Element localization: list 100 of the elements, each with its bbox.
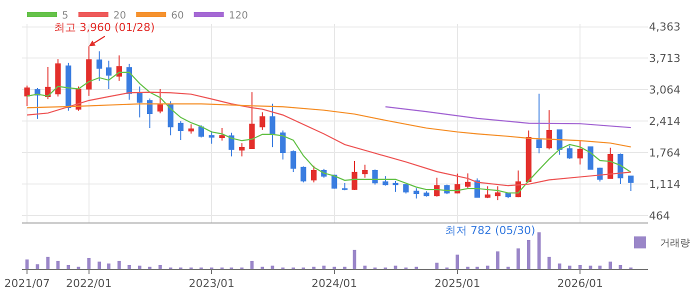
candlestick (342, 182, 348, 191)
y-tick-label: 1,764 (649, 146, 680, 160)
candlestick (484, 186, 490, 199)
candlestick (146, 98, 153, 129)
candlestick (178, 120, 184, 140)
bar (158, 264, 162, 269)
bar (322, 266, 326, 269)
candlestick (628, 176, 634, 192)
candlestick (372, 169, 378, 186)
candlestick (362, 164, 368, 178)
candlestick (464, 172, 471, 190)
candlestick (290, 150, 296, 173)
bar (117, 260, 121, 269)
x-tick-label: 2024/01 (311, 277, 358, 289)
candlestick (126, 63, 132, 100)
candlestick (424, 190, 430, 198)
bar (363, 266, 367, 269)
legend-label: 20 (113, 10, 126, 22)
candlestick (300, 166, 306, 183)
candlestick (260, 112, 266, 130)
bar (128, 264, 131, 269)
candlestick (96, 50, 102, 82)
candlestick (392, 180, 398, 192)
x-tick-label: 2021/07 (4, 277, 50, 289)
candlestick (588, 146, 594, 170)
line-series (26, 103, 632, 148)
candlestick (270, 103, 276, 148)
candlestick (55, 58, 61, 98)
candlestick (219, 128, 225, 142)
legend-label: 거래량 (660, 238, 690, 250)
x-tick-label: 2026/01 (557, 277, 603, 289)
candlestick (249, 92, 255, 149)
candlestick (106, 60, 112, 90)
candlestick (136, 86, 142, 118)
candlestick (414, 188, 420, 199)
y-tick-label: 4,363 (649, 20, 680, 34)
candlestick (24, 85, 30, 106)
bar (456, 254, 460, 269)
y-tick-label: 3,713 (649, 52, 680, 66)
candlestick (66, 62, 72, 112)
annotation: 최저 782 (05/30) (445, 224, 536, 237)
bar (66, 264, 70, 269)
legend-label: 120 (228, 10, 248, 22)
bar (537, 232, 541, 269)
bar (435, 262, 439, 269)
line-series (384, 106, 632, 128)
bar (568, 266, 572, 269)
candlestick (280, 130, 286, 160)
candlestick (608, 147, 614, 179)
candlestick (403, 184, 409, 194)
candlestick (434, 177, 440, 198)
bar (87, 258, 91, 269)
candlestick (168, 100, 174, 136)
candlestick (116, 54, 122, 82)
bar (547, 256, 551, 269)
bar (36, 264, 40, 269)
bar (578, 264, 582, 269)
bar (608, 262, 612, 269)
candlestick (239, 142, 245, 157)
bar (270, 266, 274, 269)
bar (486, 266, 490, 269)
y-tick-label: 3,064 (649, 83, 680, 96)
line-series (26, 72, 632, 194)
candlestick (536, 93, 542, 154)
legend-label: 60 (171, 10, 184, 22)
candlestick (311, 165, 317, 183)
bar (98, 262, 102, 269)
bar (526, 240, 530, 269)
candlestick (228, 132, 234, 157)
line-series (26, 92, 632, 186)
bar (598, 266, 602, 269)
legend-label: 5 (62, 10, 68, 22)
candlestick (45, 66, 51, 100)
candlestick (157, 88, 163, 114)
candlestick (566, 145, 572, 160)
bar (107, 263, 110, 269)
candlestick (188, 124, 194, 134)
bar (496, 251, 500, 269)
bar (46, 256, 50, 269)
x-tick-label: 2023/01 (188, 277, 234, 289)
candlestick (494, 186, 501, 201)
x-tick-label: 2022/01 (66, 277, 112, 289)
y-tick-label: 2,414 (649, 114, 680, 128)
bar (138, 266, 142, 269)
annotation: 최고 3,960 (01/28) (54, 21, 155, 34)
bar (588, 266, 592, 269)
candlestick (526, 130, 532, 183)
candlestick (454, 173, 460, 194)
candlestick (34, 88, 40, 120)
candlestick (208, 130, 214, 144)
x-tick-label: 2025/01 (434, 277, 480, 289)
bar (516, 248, 520, 269)
bar (394, 266, 398, 269)
y-tick-label: 1,114 (649, 178, 680, 191)
candlestick (352, 160, 358, 190)
y-tick-label: 464 (649, 209, 670, 222)
candlestick (382, 176, 388, 186)
candlestick (577, 139, 583, 166)
candlestick (546, 110, 552, 150)
bar (558, 263, 562, 269)
